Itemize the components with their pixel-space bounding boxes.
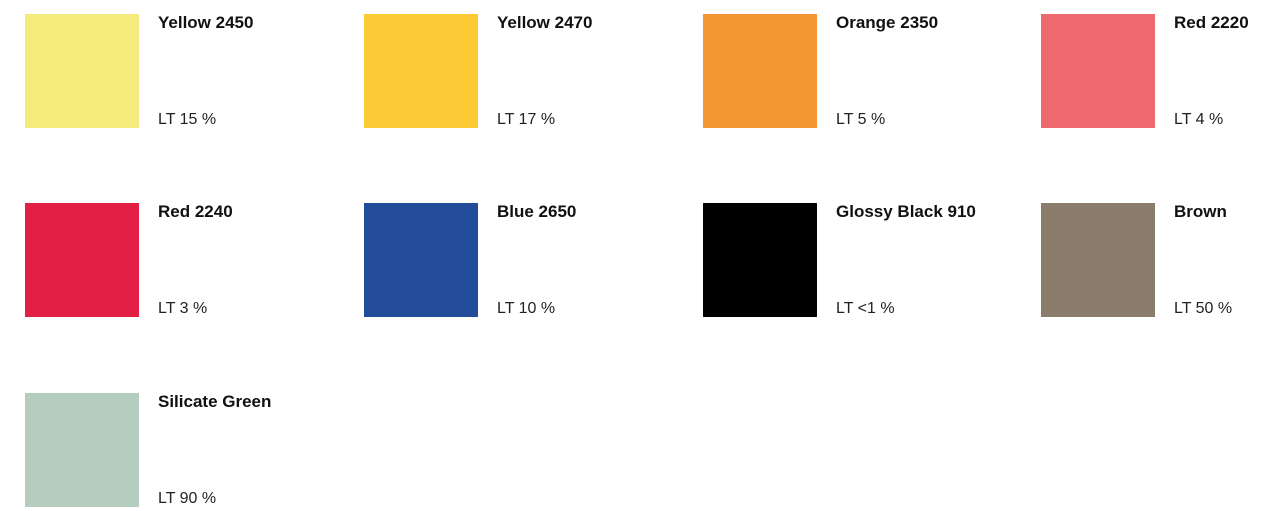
swatch-light-transmission: LT 3 %: [158, 300, 208, 317]
swatch-light-transmission: LT 4 %: [1174, 111, 1224, 128]
color-swatch: [364, 14, 478, 128]
swatch-card-yellow-2470: Yellow 2470 LT 17 %: [364, 14, 664, 130]
swatch-name: Yellow 2470: [497, 13, 593, 32]
swatch-light-transmission: LT 15 %: [158, 111, 217, 128]
swatch-card-glossy-black-910: Glossy Black 910 LT <1 %: [703, 203, 1003, 319]
color-swatch: [703, 14, 817, 128]
swatch-card-red-2220: Red 2220 LT 4 %: [1041, 14, 1288, 130]
color-swatch: [25, 393, 139, 507]
swatch-card-blue-2650: Blue 2650 LT 10 %: [364, 203, 664, 319]
swatch-name: Silicate Green: [158, 392, 272, 411]
color-swatch: [364, 203, 478, 317]
swatch-light-transmission: LT 90 %: [158, 490, 217, 507]
swatch-card-silicate-green: Silicate Green LT 90 %: [25, 393, 325, 509]
color-swatch: [703, 203, 817, 317]
swatch-light-transmission: LT 5 %: [836, 111, 886, 128]
swatch-light-transmission: LT 50 %: [1174, 300, 1233, 317]
swatch-card-yellow-2450: Yellow 2450 LT 15 %: [25, 14, 325, 130]
color-swatch: [25, 14, 139, 128]
swatch-name: Brown: [1174, 202, 1227, 221]
swatch-name: Blue 2650: [497, 202, 577, 221]
color-swatch: [1041, 203, 1155, 317]
swatch-card-red-2240: Red 2240 LT 3 %: [25, 203, 325, 319]
swatch-name: Yellow 2450: [158, 13, 254, 32]
swatch-name: Orange 2350: [836, 13, 939, 32]
swatch-name: Red 2220: [1174, 13, 1249, 32]
color-swatch: [1041, 14, 1155, 128]
swatch-light-transmission: LT 10 %: [497, 300, 556, 317]
color-swatch: [25, 203, 139, 317]
swatch-name: Red 2240: [158, 202, 233, 221]
swatch-light-transmission: LT 17 %: [497, 111, 556, 128]
swatch-card-orange-2350: Orange 2350 LT 5 %: [703, 14, 1003, 130]
swatch-name: Glossy Black 910: [836, 202, 976, 221]
swatch-card-brown: Brown LT 50 %: [1041, 203, 1288, 319]
swatch-light-transmission: LT <1 %: [836, 300, 895, 317]
